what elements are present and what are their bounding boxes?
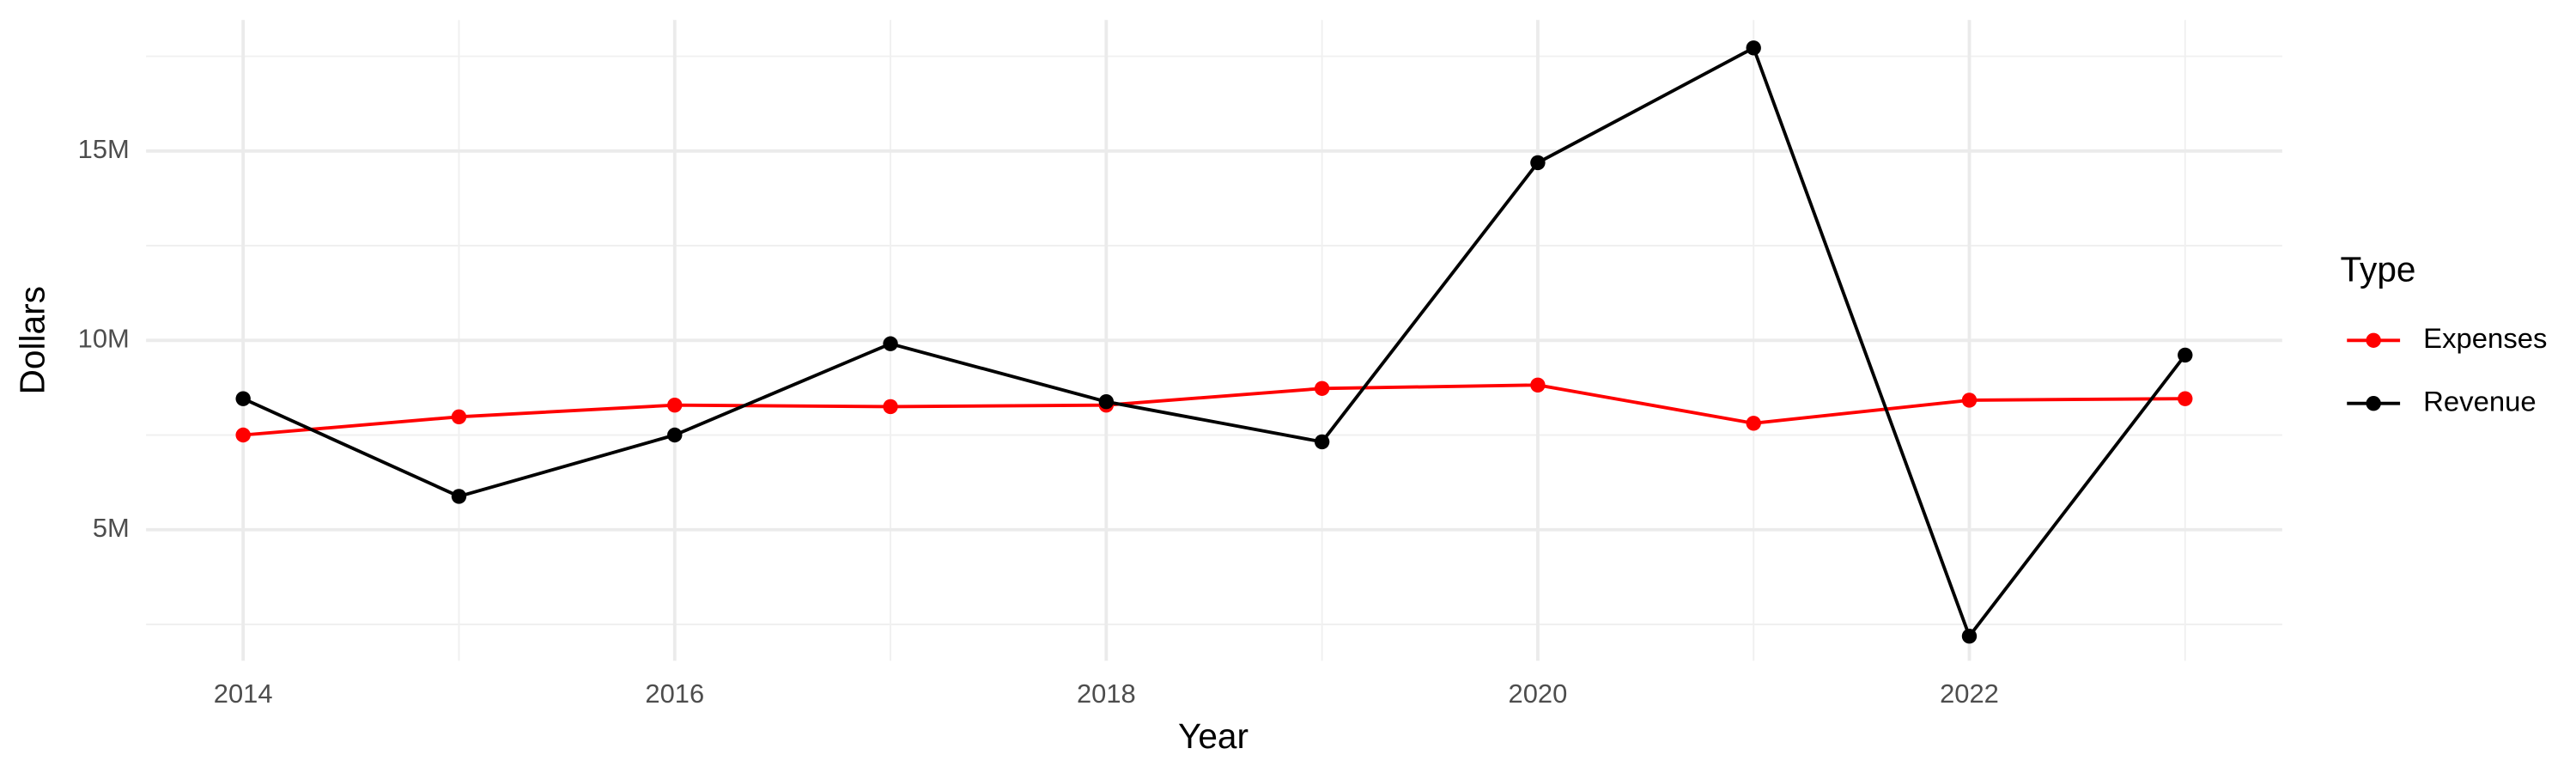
data-point [883,336,898,351]
legend-label: Revenue [2423,385,2537,417]
grid [146,20,2282,661]
data-point [2178,347,2193,363]
y-tick-label: 15M [78,134,130,164]
x-tick-label: 2014 [214,679,273,709]
x-tick-label: 2016 [645,679,704,709]
data-point [1314,380,1330,396]
data-point [1314,434,1330,450]
data-point [667,397,683,413]
series-line [242,46,2187,640]
legend: Expenses Revenue [2347,322,2547,417]
legend-label: Expenses [2423,322,2547,354]
series-line [243,383,2185,437]
x-axis-title: Year [1178,716,1249,756]
data-point [235,427,251,443]
data-point [1530,155,1546,171]
y-tick-label: 10M [78,323,130,353]
data-point [1746,416,1761,431]
legend-title: Type [2341,250,2416,289]
data-point [1746,40,1761,56]
y-axis-title: Dollars [12,286,52,394]
x-tick-label: 2018 [1077,679,1136,709]
data-point [667,427,683,443]
legend-marker [2366,396,2381,411]
y-tick-label: 5M [93,513,130,543]
data-point [1098,394,1115,410]
data-point [883,399,898,415]
data-point [451,409,467,425]
x-tick-label: 2020 [1509,679,1568,709]
data-point [1530,377,1546,393]
data-point [1961,393,1978,408]
data-point [1961,628,1978,644]
legend-marker [2366,332,2381,348]
data-point [451,489,467,504]
x-tick-label: 2022 [1940,679,1999,709]
data-point [235,391,251,406]
marks [235,40,2193,644]
data-point [2178,391,2193,406]
